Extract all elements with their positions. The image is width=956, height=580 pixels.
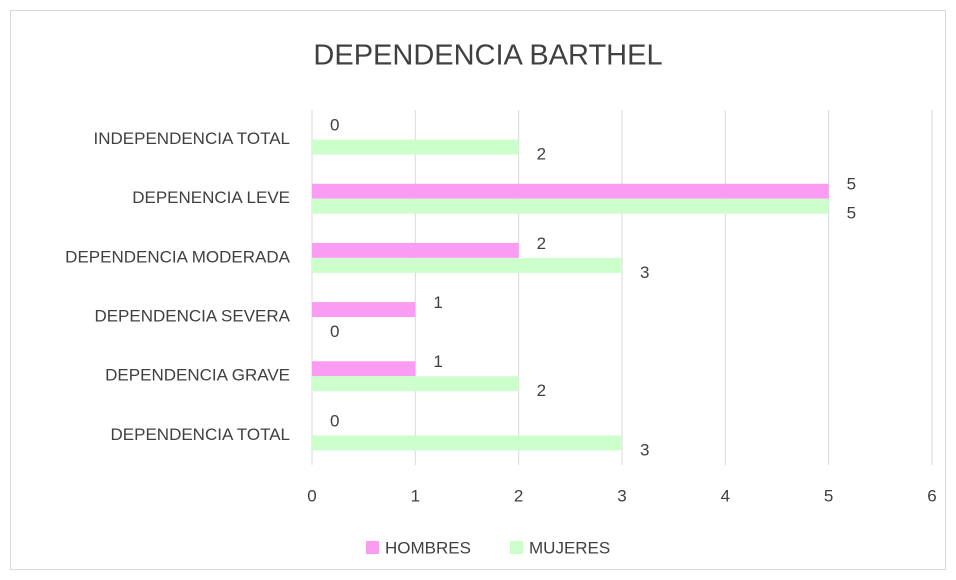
x-tick-label: 0 — [307, 486, 316, 505]
x-tick-label: 4 — [721, 486, 730, 505]
legend-swatch — [366, 541, 379, 554]
chart-title: DEPENDENCIA BARTHEL — [313, 40, 662, 72]
y-tick-label: INDEPENDENCIA TOTAL — [94, 129, 291, 148]
data-label: 5 — [847, 204, 856, 223]
bar — [312, 242, 519, 258]
data-label: 2 — [537, 234, 546, 253]
bar — [312, 198, 829, 214]
x-tick-label: 3 — [617, 486, 626, 505]
bar — [312, 139, 519, 155]
bar — [312, 257, 622, 273]
x-tick-label: 5 — [824, 486, 833, 505]
legend-label: HOMBRES — [385, 538, 471, 557]
data-label: 3 — [640, 440, 649, 459]
y-tick-label: DEPENDENCIA SEVERA — [94, 307, 290, 326]
bar — [312, 435, 622, 451]
data-label: 5 — [847, 175, 856, 194]
bar — [312, 376, 519, 392]
data-label: 1 — [433, 352, 442, 371]
data-label: 0 — [330, 322, 339, 341]
y-tick-label: DEPENENCIA LEVE — [132, 188, 290, 207]
data-label: 2 — [537, 381, 546, 400]
bar — [312, 183, 829, 199]
data-label: 0 — [330, 411, 339, 430]
legend-label: MUJERES — [529, 538, 610, 557]
y-tick-label: DEPENDENCIA GRAVE — [105, 366, 290, 385]
data-label: 1 — [433, 293, 442, 312]
chart-frame — [10, 10, 946, 570]
y-tick-label: DEPENDENCIA MODERADA — [65, 247, 290, 266]
x-tick-label: 1 — [411, 486, 420, 505]
legend-swatch — [510, 541, 523, 554]
bar — [312, 361, 416, 377]
x-tick-label: 2 — [514, 486, 523, 505]
bar — [312, 302, 416, 318]
data-label: 2 — [537, 145, 546, 164]
data-label: 0 — [330, 116, 339, 135]
y-tick-label: DEPENDENCIA TOTAL — [111, 425, 291, 444]
x-tick-label: 6 — [927, 486, 936, 505]
data-label: 3 — [640, 263, 649, 282]
